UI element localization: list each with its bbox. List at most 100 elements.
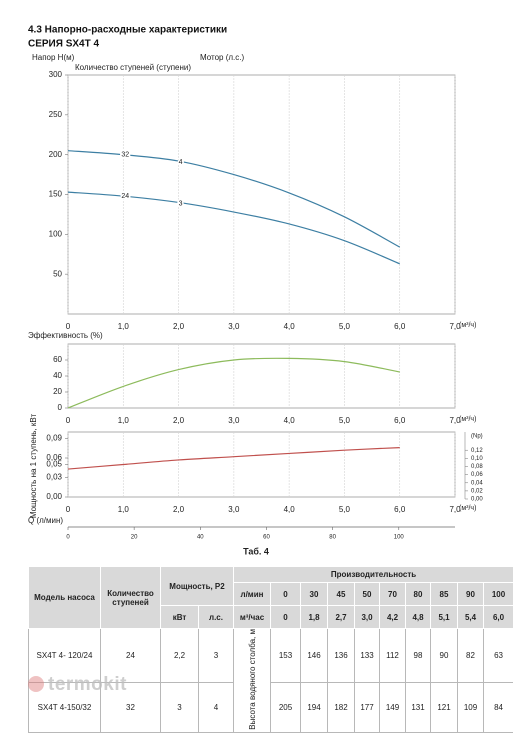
y2-tick-label: 0,00 xyxy=(471,497,483,503)
x-tick-label: 6,0 xyxy=(394,416,406,425)
curve-stage-label: 32 xyxy=(121,152,129,159)
x2-tick-label: 100 xyxy=(394,535,405,541)
flow-lmin: 45 xyxy=(328,583,355,606)
y-axis-label: Эффективность (%) xyxy=(28,331,103,340)
x-unit: (м³/ч) xyxy=(459,416,476,423)
table-caption: Таб. 4 xyxy=(243,546,269,556)
x-tick-label: 1,0 xyxy=(118,416,130,425)
cell-head: 133 xyxy=(355,629,380,683)
cell-head: 131 xyxy=(406,683,431,733)
stages-label: Количество ступеней (ступени) xyxy=(75,63,191,72)
curve-motor-label: 3 xyxy=(179,200,183,207)
cell-head: 177 xyxy=(355,683,380,733)
y-axis-label: Мощность на 1 ступень, кВт xyxy=(29,414,38,519)
header-cell: Производительность xyxy=(234,567,513,583)
curve-stage-label: 24 xyxy=(121,193,129,200)
y2-tick-label: 0,10 xyxy=(471,456,483,462)
cell-head: 146 xyxy=(301,629,328,683)
flow-lmin: 80 xyxy=(406,583,431,606)
flow-m3h: 5,4 xyxy=(458,606,484,629)
plot-area xyxy=(68,344,455,408)
x-tick-label: 0 xyxy=(66,322,71,331)
flow-m3h: 6,0 xyxy=(484,606,513,629)
y-tick-label: 100 xyxy=(49,229,63,238)
watermark-icon xyxy=(28,676,44,692)
flow-m3h: 3,0 xyxy=(355,606,380,629)
x-unit: (м³/ч) xyxy=(459,505,476,512)
cell-head: 90 xyxy=(431,629,458,683)
cell-hp: 3 xyxy=(199,629,234,683)
y2-tick-label: 0,06 xyxy=(471,472,483,478)
x-tick-label: 1,0 xyxy=(118,505,130,514)
watermark: termokit xyxy=(28,674,127,696)
cell-hp: 4 xyxy=(199,683,234,733)
head-label: Высота водяного столба, м xyxy=(248,629,257,730)
x-tick-label: 3,0 xyxy=(228,505,240,514)
y-tick-label: 150 xyxy=(49,190,63,199)
x2-tick-label: 80 xyxy=(329,535,336,541)
spec-table: Модель насоса Количество ступеней Мощнос… xyxy=(28,566,513,733)
y2-axis-label: (Np) xyxy=(471,434,483,440)
flow-lmin: 90 xyxy=(458,583,484,606)
x-tick-label: 4,0 xyxy=(284,505,296,514)
x2-tick-label: 60 xyxy=(263,535,270,541)
y-tick-label: 0 xyxy=(58,403,63,412)
motor-label: Мотор (л.с.) xyxy=(200,53,245,62)
cell-kw: 2,2 xyxy=(161,629,199,683)
y-tick-label: 20 xyxy=(53,387,62,396)
header-cell: л/мин xyxy=(234,583,271,606)
y-tick-label: 0,00 xyxy=(46,492,62,501)
x-tick-label: 0 xyxy=(66,416,71,425)
y-axis-label: Напор H(м) xyxy=(32,53,75,62)
x-tick-label: 4,0 xyxy=(284,322,296,331)
flow-m3h: 2,7 xyxy=(328,606,355,629)
x-tick-label: 5,0 xyxy=(339,505,351,514)
y2-tick-label: 0,12 xyxy=(471,448,483,454)
x-tick-label: 2,0 xyxy=(173,416,185,425)
cell-head: 112 xyxy=(380,629,406,683)
flow-m3h: 1,8 xyxy=(301,606,328,629)
cell-head: 63 xyxy=(484,629,513,683)
flow-m3h: 4,2 xyxy=(380,606,406,629)
header-cell: Количество ступеней xyxy=(101,567,161,629)
flow-lmin: 100 xyxy=(484,583,513,606)
page-title: 4.3 Напорно-расходные характеристики xyxy=(28,25,227,36)
x-tick-label: 5,0 xyxy=(339,416,351,425)
y2-tick-label: 0,08 xyxy=(471,464,483,470)
x-tick-label: 3,0 xyxy=(228,416,240,425)
cell-head: 194 xyxy=(301,683,328,733)
x-unit: (м³/ч) xyxy=(459,322,476,329)
flow-lmin: 70 xyxy=(380,583,406,606)
page-subtitle: СЕРИЯ SX4T 4 xyxy=(28,39,100,50)
y-tick-label: 250 xyxy=(49,110,63,119)
y2-tick-label: 0,04 xyxy=(471,480,483,486)
header-cell: Мощность, Р2 xyxy=(161,567,234,606)
cell-kw: 3 xyxy=(161,683,199,733)
cell-head: 182 xyxy=(328,683,355,733)
flow-m3h: 0 xyxy=(271,606,301,629)
y-tick-label: 40 xyxy=(53,371,62,380)
watermark-text: termokit xyxy=(48,674,127,695)
x2-axis-label: Q (л/мин) xyxy=(28,516,63,525)
y-tick-label: 0,06 xyxy=(46,453,62,462)
cell-head: 149 xyxy=(380,683,406,733)
x-tick-label: 3,0 xyxy=(228,322,240,331)
y-tick-label: 200 xyxy=(49,150,63,159)
y2-tick-label: 0,02 xyxy=(471,488,483,494)
y-tick-label: 0,03 xyxy=(46,473,62,482)
curve-motor-label: 4 xyxy=(179,159,183,166)
head-label-cell: Высота водяного столба, м xyxy=(234,629,271,733)
y-tick-label: 60 xyxy=(53,355,62,364)
x-tick-label: 2,0 xyxy=(173,505,185,514)
x-tick-label: 6,0 xyxy=(394,505,406,514)
x-tick-label: 6,0 xyxy=(394,322,406,331)
cell-head: 84 xyxy=(484,683,513,733)
flow-lmin: 85 xyxy=(431,583,458,606)
cell-head: 121 xyxy=(431,683,458,733)
header-cell: Модель насоса xyxy=(29,567,101,629)
y-tick-label: 0,09 xyxy=(46,434,62,443)
header-cell: м³/час xyxy=(234,606,271,629)
cell-head: 205 xyxy=(271,683,301,733)
x-tick-label: 0 xyxy=(66,505,71,514)
